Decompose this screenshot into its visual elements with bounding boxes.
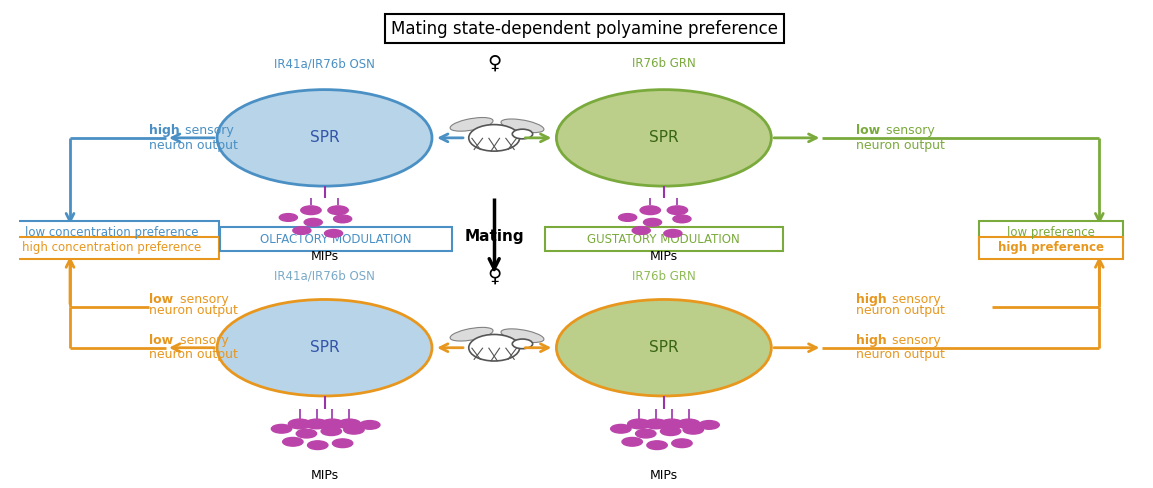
Text: low concentration preference: low concentration preference [25, 226, 198, 239]
Circle shape [647, 441, 668, 449]
Text: high concentration preference: high concentration preference [22, 242, 202, 254]
Circle shape [632, 226, 650, 234]
Ellipse shape [450, 327, 493, 341]
Circle shape [664, 229, 681, 237]
Circle shape [673, 215, 691, 223]
FancyBboxPatch shape [979, 237, 1123, 259]
Circle shape [322, 427, 341, 435]
Text: sensory: sensory [176, 293, 229, 306]
Text: ♀: ♀ [487, 54, 502, 73]
Ellipse shape [217, 90, 432, 186]
FancyBboxPatch shape [545, 227, 783, 251]
Text: SPR: SPR [649, 340, 679, 355]
Text: MIPs: MIPs [650, 249, 678, 263]
Circle shape [338, 419, 361, 429]
Ellipse shape [500, 329, 544, 343]
Text: GUSTATORY MODULATION: GUSTATORY MODULATION [588, 233, 740, 245]
Text: high preference: high preference [997, 242, 1103, 254]
Text: neuron output: neuron output [149, 139, 238, 152]
Text: neuron output: neuron output [149, 304, 238, 317]
Text: neuron output: neuron output [149, 348, 238, 362]
Circle shape [301, 206, 322, 215]
Circle shape [683, 426, 703, 434]
Text: SPR: SPR [649, 130, 679, 145]
Text: IR41a/IR76b OSN: IR41a/IR76b OSN [274, 269, 375, 283]
FancyBboxPatch shape [220, 227, 452, 251]
Text: high: high [149, 124, 180, 137]
Ellipse shape [500, 119, 544, 133]
Ellipse shape [512, 129, 533, 139]
Circle shape [360, 421, 380, 429]
Circle shape [282, 437, 303, 446]
Ellipse shape [450, 118, 493, 131]
Text: SPR: SPR [310, 340, 339, 355]
Circle shape [279, 214, 297, 222]
Text: IR76b GRN: IR76b GRN [632, 57, 695, 70]
Text: OLFACTORY MODULATION: OLFACTORY MODULATION [261, 233, 412, 245]
Circle shape [306, 419, 327, 429]
Ellipse shape [469, 124, 520, 151]
Circle shape [661, 419, 683, 429]
Ellipse shape [557, 90, 771, 186]
Circle shape [627, 419, 650, 429]
Text: Mating state-dependent polyamine preference: Mating state-dependent polyamine prefere… [391, 20, 778, 38]
Circle shape [621, 437, 642, 446]
Circle shape [619, 214, 636, 222]
Text: IR41a/IR76b OSN: IR41a/IR76b OSN [274, 57, 375, 70]
Text: neuron output: neuron output [857, 348, 945, 362]
Circle shape [324, 229, 342, 237]
Circle shape [672, 439, 692, 447]
Text: sensory: sensory [176, 334, 229, 347]
Text: neuron output: neuron output [857, 139, 945, 152]
Text: neuron output: neuron output [857, 304, 945, 317]
FancyBboxPatch shape [5, 237, 219, 259]
Circle shape [293, 226, 311, 234]
Circle shape [327, 206, 348, 215]
Circle shape [643, 219, 662, 226]
Circle shape [296, 429, 317, 438]
Text: sensory: sensory [888, 293, 941, 306]
Text: high: high [857, 293, 887, 306]
Text: sensory: sensory [888, 334, 941, 347]
Ellipse shape [557, 300, 771, 396]
Text: sensory: sensory [882, 124, 935, 137]
Circle shape [645, 419, 668, 429]
Text: MIPs: MIPs [310, 249, 339, 263]
Text: low: low [857, 124, 880, 137]
FancyBboxPatch shape [5, 222, 219, 244]
Circle shape [611, 425, 631, 433]
Text: low: low [149, 334, 173, 347]
Text: sensory: sensory [181, 124, 234, 137]
Text: low preference: low preference [1007, 226, 1094, 239]
Circle shape [640, 206, 661, 215]
Circle shape [308, 441, 327, 449]
Circle shape [304, 219, 322, 226]
Circle shape [678, 419, 700, 429]
Circle shape [322, 419, 344, 429]
Ellipse shape [512, 339, 533, 349]
Circle shape [344, 426, 364, 434]
Text: Mating: Mating [465, 229, 523, 244]
Text: low: low [149, 293, 173, 306]
Circle shape [271, 425, 292, 433]
Text: MIPs: MIPs [310, 469, 339, 482]
Circle shape [668, 206, 687, 215]
Ellipse shape [217, 300, 432, 396]
Text: ♀: ♀ [487, 267, 502, 286]
Text: high: high [857, 334, 887, 347]
Circle shape [661, 427, 680, 435]
Text: SPR: SPR [310, 130, 339, 145]
Circle shape [288, 419, 311, 429]
Circle shape [332, 439, 353, 447]
Ellipse shape [469, 334, 520, 361]
Circle shape [699, 421, 719, 429]
Text: IR76b GRN: IR76b GRN [632, 269, 695, 283]
Circle shape [333, 215, 352, 223]
Circle shape [635, 429, 656, 438]
Text: MIPs: MIPs [650, 469, 678, 482]
FancyBboxPatch shape [979, 222, 1123, 244]
